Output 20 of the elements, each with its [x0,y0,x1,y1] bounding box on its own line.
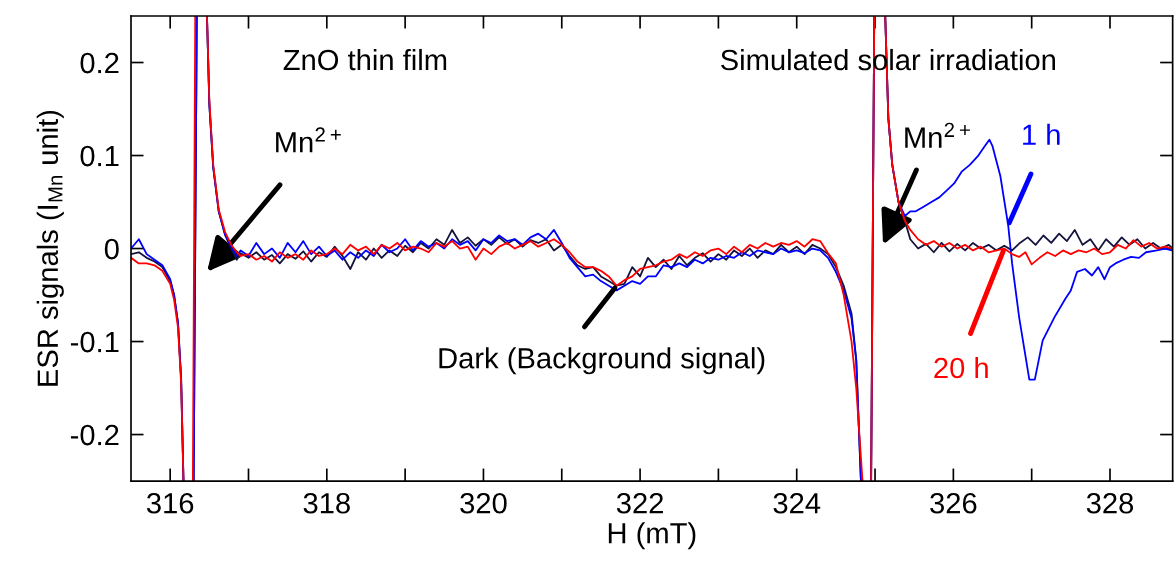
x-tick-label: 322 [616,492,663,514]
y-axis-title: ESR signals (I$_{Mn}$ unit) [36,110,64,386]
x-tick-label: 326 [930,492,977,514]
annotation: Mn$^{2+}$ [905,122,970,148]
x-tick-label: 320 [460,492,507,514]
series-label: 1 h [1023,123,1060,145]
annotation: ZnO thin film [283,48,447,71]
annotation: Mn$^{2+}$ [276,127,341,153]
x-tick-label: 316 [146,492,194,514]
y-tick-label: 0 [104,238,119,260]
y-tick-label: -0.2 [70,424,119,446]
x-tick-label: 328 [1086,492,1134,514]
x-tick-label: 318 [303,492,350,514]
x-tick-label: 324 [773,492,821,514]
y-tick-label: 0.1 [80,145,119,167]
text: 20 h [934,356,988,379]
y-tick-label: -0.1 [70,331,119,353]
y-tick-label: 0.2 [80,52,119,74]
x-axis-title: H (mT) [608,522,696,550]
text: Dark (Background signal) [439,347,765,375]
